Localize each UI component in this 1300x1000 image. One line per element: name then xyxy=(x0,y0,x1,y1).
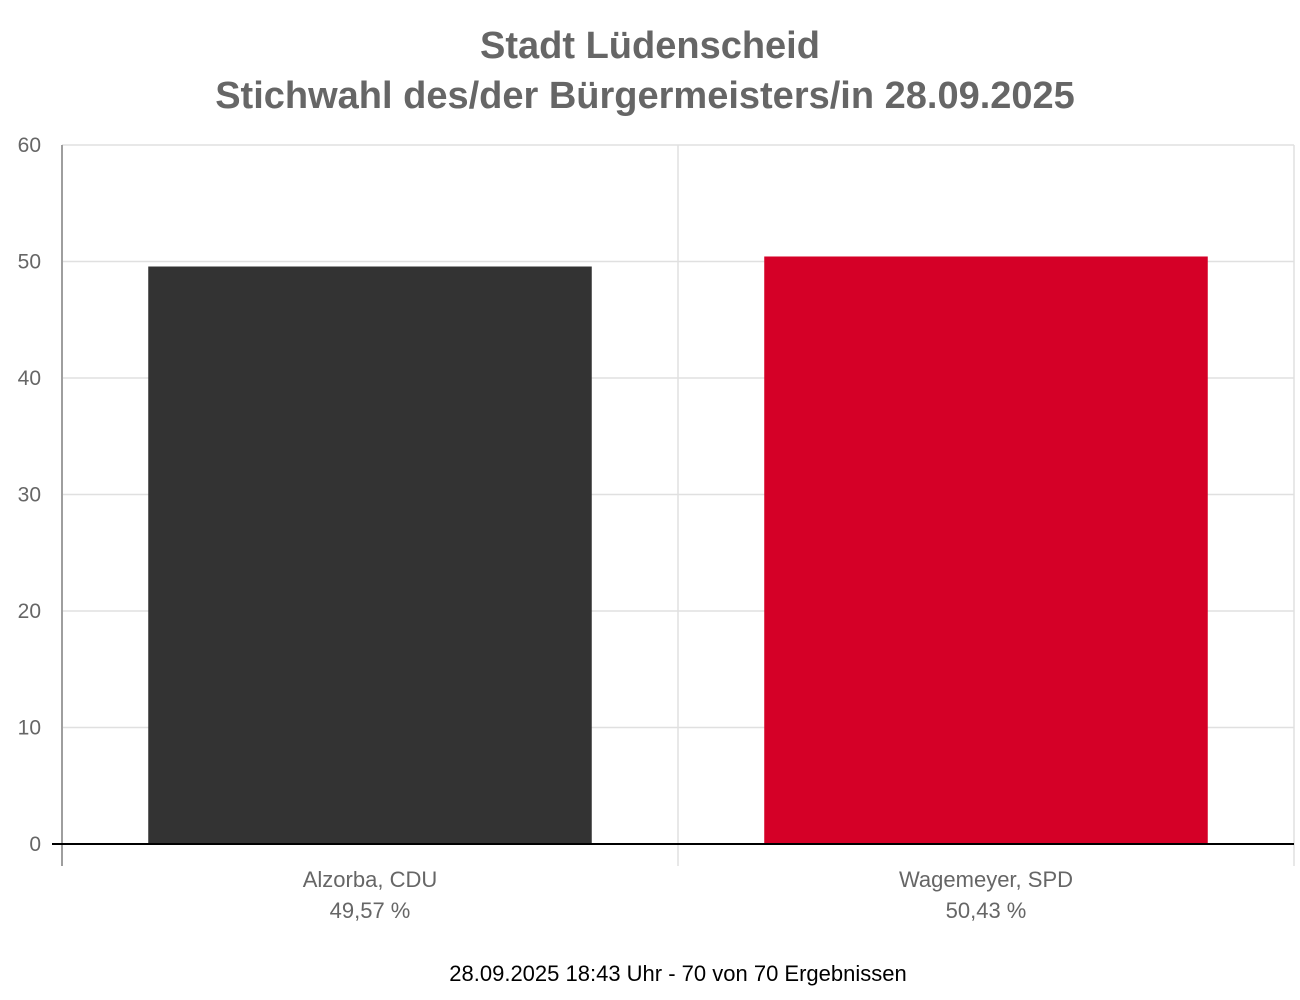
axis-labels: 0 10 20 30 40 50 60 Alzorba, CDU 49,57 % Wagemeye… xyxy=(18,134,1073,923)
y-tick-label: 50 xyxy=(18,251,41,274)
y-tick-label: 30 xyxy=(18,484,41,507)
x-tick-label: Alzorba, CDU xyxy=(303,867,437,892)
y-tick-label: 60 xyxy=(18,134,41,157)
chart-title-line-2: Stichwahl des/der Bürgermeisters/in 28.0… xyxy=(215,75,1075,117)
x-tick-label: Wagemeyer, SPD xyxy=(899,867,1073,892)
chart-title-line-1: Stadt Lüdenscheid xyxy=(480,25,820,67)
bar-1 xyxy=(148,266,592,844)
bars xyxy=(148,256,1208,845)
y-tick-label: 20 xyxy=(18,600,41,623)
y-tick-label: 0 xyxy=(29,833,41,856)
y-tick-label: 40 xyxy=(18,367,41,390)
y-tick-label: 10 xyxy=(18,717,41,740)
bar-value-label: 50,43 % xyxy=(946,898,1027,923)
bar-value-label: 49,57 % xyxy=(330,898,411,923)
chart-footer: 28.09.2025 18:43 Uhr - 70 von 70 Ergebni… xyxy=(449,961,906,986)
axes xyxy=(52,145,1294,866)
bar-2 xyxy=(764,256,1208,845)
